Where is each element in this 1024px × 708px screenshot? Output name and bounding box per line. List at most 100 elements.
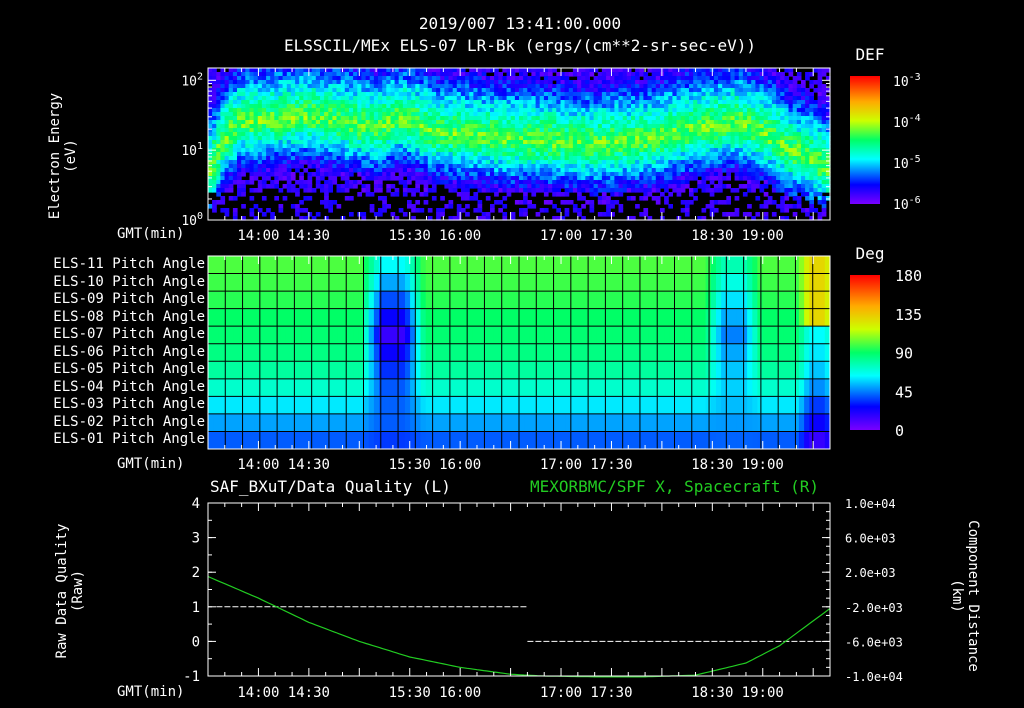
spectrogram-cell	[747, 104, 752, 109]
spectrogram-cell	[664, 120, 669, 125]
spectrogram-cell	[494, 112, 499, 117]
spectrogram-cell	[726, 152, 731, 157]
spectrogram-cell	[261, 116, 267, 121]
spectrogram-cell	[672, 164, 678, 169]
spectrogram-cell	[676, 76, 682, 81]
spectrogram-cell	[680, 176, 686, 181]
spectrogram-cell	[212, 92, 217, 97]
spectrogram-cell	[792, 84, 798, 89]
spectrogram-cell	[411, 168, 416, 173]
spectrogram-cell	[382, 100, 387, 105]
spectrogram-cell	[228, 72, 234, 77]
spectrogram-cell	[668, 180, 673, 185]
spectrogram-cell	[328, 108, 333, 113]
spectrogram-cell	[315, 132, 321, 137]
spectrogram-cell	[415, 104, 420, 109]
spectrogram-cell	[730, 92, 736, 97]
spectrogram-cell	[303, 152, 309, 157]
spectrogram-cell	[805, 112, 810, 117]
spectrogram-cell	[344, 168, 350, 173]
spectrogram-cell	[577, 120, 582, 125]
spectrogram-cell	[601, 200, 607, 205]
spectrogram-cell	[220, 108, 226, 113]
spectrogram-cell	[423, 112, 429, 117]
spectrogram-cell	[423, 72, 429, 77]
spectrogram-cell	[481, 160, 487, 165]
spectrogram-cell	[730, 116, 736, 121]
spectrogram-cell	[763, 128, 769, 133]
spectrogram-cell	[805, 160, 810, 165]
spectrogram-cell	[440, 116, 445, 121]
spectrogram-cell	[423, 128, 429, 133]
spectrogram-cell	[220, 112, 226, 117]
spectrogram-cell	[344, 164, 350, 169]
spectrogram-cell	[220, 100, 226, 105]
spectrogram-cell	[494, 136, 499, 141]
spectrogram-cell	[564, 140, 570, 145]
spectrogram-cell	[357, 120, 362, 125]
spectrogram-cell	[266, 172, 271, 177]
spectrogram-cell	[382, 164, 387, 169]
pitch-cell	[249, 431, 256, 450]
spectrogram-cell	[635, 140, 640, 145]
spectrogram-cell	[249, 84, 255, 89]
spectrogram-cell	[664, 92, 669, 97]
spectrogram-cell	[552, 172, 557, 177]
spectrogram-cell	[626, 164, 632, 169]
spectrogram-cell	[241, 84, 246, 89]
spectrogram-cell	[635, 80, 640, 85]
spectrogram-cell	[635, 156, 640, 161]
spectrogram-cell	[498, 172, 503, 177]
spectrogram-cell	[444, 176, 450, 181]
spectrogram-cell	[606, 104, 611, 109]
spectrogram-cell	[560, 200, 566, 205]
spectrogram-cell	[784, 104, 790, 109]
spectrogram-cell	[738, 184, 744, 189]
spectrogram-cell	[606, 96, 611, 101]
spectrogram-cell	[270, 132, 275, 137]
spectrogram-cell	[792, 144, 798, 149]
spectrogram-cell	[436, 148, 441, 153]
spectrogram-cell	[436, 104, 441, 109]
spectrogram-cell	[485, 68, 491, 73]
spectrogram-cell	[821, 152, 827, 157]
spectrogram-cell	[427, 124, 433, 129]
spectrogram-cell	[825, 68, 831, 73]
spectrogram-cell	[771, 92, 777, 97]
spectrogram-cell	[332, 116, 338, 121]
spectrogram-cell	[340, 80, 346, 85]
spectrogram-cell	[390, 144, 396, 149]
spectrogram-cell	[253, 108, 259, 113]
spectrogram-cell	[282, 72, 288, 77]
spectrogram-cell	[394, 80, 400, 85]
spectrogram-cell	[713, 128, 719, 133]
spectrogram-cell	[693, 152, 698, 157]
spectrogram-cell	[353, 112, 358, 117]
spectrogram-cell	[510, 104, 516, 109]
spectrogram-cell	[792, 136, 798, 141]
spectrogram-cell	[589, 124, 595, 129]
spectrogram-cell	[747, 136, 752, 141]
pitch-cell	[213, 273, 219, 292]
spectrogram-cell	[357, 160, 362, 165]
spectrogram-cell	[809, 176, 814, 181]
spectrogram-cell	[212, 112, 217, 117]
spectrogram-cell	[713, 184, 719, 189]
spectrogram-cell	[622, 84, 628, 89]
spectrogram-cell	[431, 76, 437, 81]
spectrogram-cell	[460, 128, 466, 133]
spectrogram-cell	[784, 188, 790, 193]
spectrogram-cell	[631, 136, 636, 141]
spectrogram-cell	[601, 76, 607, 81]
spectrogram-cell	[353, 84, 358, 89]
spectrogram-cell	[419, 176, 425, 181]
spectrogram-cell	[568, 172, 574, 177]
spectrogram-cell	[415, 80, 420, 85]
spectrogram-cell	[344, 160, 350, 165]
spectrogram-cell	[572, 112, 578, 117]
spectrogram-cell	[274, 144, 279, 149]
spectrogram-cell	[825, 108, 831, 113]
spectrogram-cell	[747, 92, 752, 97]
spectrogram-cell	[622, 104, 628, 109]
spectrogram-cell	[228, 152, 234, 157]
